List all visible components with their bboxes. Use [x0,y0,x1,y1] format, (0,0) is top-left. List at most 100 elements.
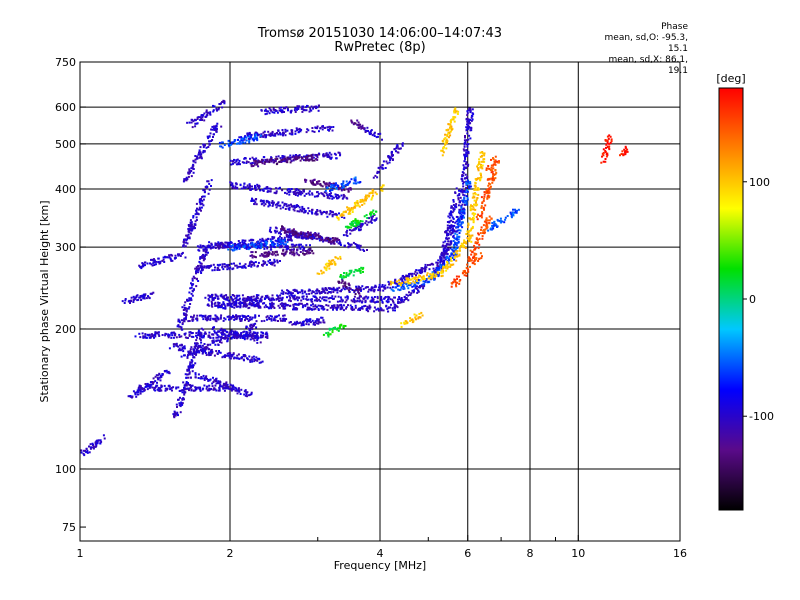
data-point [294,230,296,233]
data-point [327,297,330,300]
data-point [285,106,288,109]
data-point [307,251,310,254]
data-point [218,386,221,389]
data-point [192,160,195,163]
data-point [240,388,243,391]
data-point [213,379,216,382]
data-point [327,155,330,158]
data-point [339,244,342,246]
data-point [233,318,236,321]
data-point [245,393,248,396]
data-point [466,114,469,117]
data-point [274,239,277,242]
data-point [262,254,265,257]
data-point [201,245,204,248]
data-point [469,126,472,129]
data-point [319,296,322,299]
data-point [415,274,417,277]
data-point [239,336,242,339]
data-point [255,320,258,323]
data-point [279,319,282,322]
data-point [283,318,286,321]
data-point [189,348,192,351]
data-point [359,228,362,231]
data-point [321,305,323,308]
data-point [300,128,303,131]
data-point [197,271,199,274]
data-point [170,332,173,335]
data-point [443,246,446,249]
data-point [279,157,282,160]
data-point [212,339,214,342]
data-point [217,241,220,244]
data-point [466,165,469,167]
data-point [271,263,274,266]
data-point [130,299,133,302]
data-point [252,165,255,167]
data-point [466,198,469,201]
data-point [208,354,211,357]
data-point [469,129,472,132]
data-point [315,289,318,292]
data-point [296,108,298,111]
data-point [442,252,445,255]
data-point [361,124,364,127]
data-point [309,231,312,234]
data-point [305,131,308,134]
data-point [369,300,372,303]
data-point [299,208,302,211]
data-point [326,292,329,295]
data-point [368,306,371,309]
data-point [134,393,137,396]
data-point [307,237,309,240]
data-point [251,356,254,359]
data-point [244,394,247,397]
data-point [325,296,328,299]
data-point [138,384,141,387]
data-point [187,365,190,368]
data-point [207,335,210,338]
data-point [204,377,207,379]
data-point [320,236,322,239]
data-point [275,190,278,193]
data-point [234,303,236,306]
data-point [230,163,233,166]
data-point [236,389,239,392]
data-point [340,304,343,307]
data-point [280,229,283,232]
data-point [245,162,248,164]
data-point [290,160,293,163]
data-point [376,297,379,300]
data-point [210,128,213,131]
data-point [395,150,397,153]
data-point [205,354,208,356]
data-point [458,217,461,220]
data-point [269,314,272,317]
data-point [147,384,150,387]
data-point [227,304,230,307]
data-point [260,133,263,136]
data-point [464,141,467,143]
data-point [180,401,183,404]
data-point [214,314,217,317]
data-point [181,398,184,401]
data-point [189,361,192,364]
data-point [361,126,364,129]
data-point [269,299,272,302]
data-point [301,292,304,295]
data-point [208,246,211,248]
data-point [265,316,268,319]
data-point [264,242,267,245]
data-point [199,388,201,391]
data-point [257,159,260,162]
data-point [275,187,278,190]
data-point [275,315,277,318]
data-point [394,286,397,289]
data-point [317,304,320,307]
data-point [444,231,447,234]
data-point [304,156,307,159]
data-point [313,308,316,311]
data-point [332,126,335,128]
data-point [279,260,281,262]
data-point [261,158,264,161]
